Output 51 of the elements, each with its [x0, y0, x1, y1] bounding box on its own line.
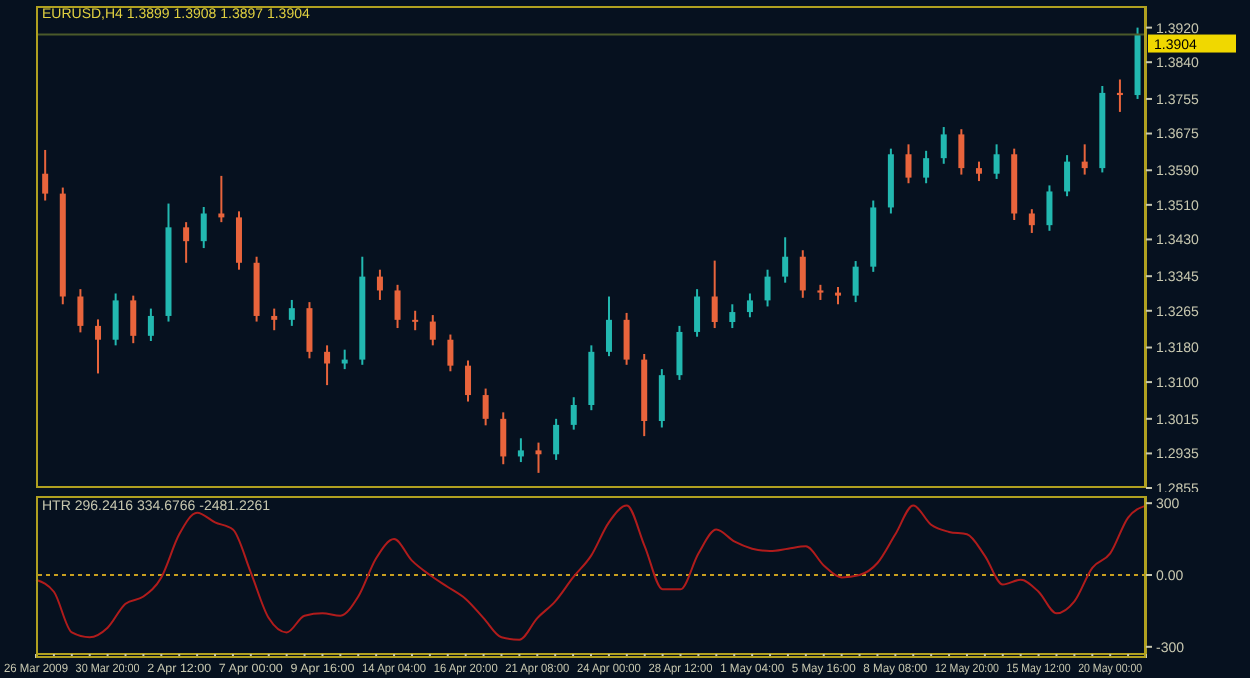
- candlestick: [958, 128, 965, 176]
- candlestick: [147, 307, 154, 343]
- candlestick: [852, 260, 859, 304]
- candlestick: [623, 311, 630, 366]
- candlestick: [77, 288, 84, 334]
- candlestick: [42, 148, 49, 202]
- candlestick: [1081, 143, 1088, 176]
- candlestick: [341, 348, 348, 371]
- candlestick: [218, 174, 225, 224]
- candlestick: [412, 309, 419, 332]
- candlestick: [447, 333, 454, 373]
- candlestick: [940, 126, 947, 165]
- candlestick: [570, 396, 577, 431]
- candlestick: [799, 249, 806, 299]
- candlestick: [235, 210, 242, 271]
- candlestick: [535, 441, 542, 474]
- candlestick: [694, 288, 701, 338]
- candlestick: [95, 318, 102, 375]
- candlestick: [1046, 184, 1053, 232]
- candlestick: [1028, 208, 1035, 234]
- candlestick: [923, 149, 930, 185]
- candlestick: [746, 292, 753, 319]
- candlestick: [729, 303, 736, 330]
- candlestick: [306, 301, 313, 360]
- candlestick: [782, 236, 789, 284]
- candlestick: [271, 307, 278, 332]
- candlestick: [200, 206, 207, 250]
- candlestick: [376, 268, 383, 301]
- candlestick: [676, 324, 683, 381]
- candlestick: [658, 368, 665, 429]
- candlestick: [112, 292, 119, 347]
- candlestick: [993, 143, 1000, 180]
- candlestick: [130, 294, 137, 345]
- candlestick: [711, 259, 718, 330]
- line-series: [35, 504, 1147, 641]
- candlestick: [905, 143, 912, 185]
- candlestick: [1064, 154, 1071, 198]
- candlestick: [605, 295, 612, 358]
- candlestick: [394, 283, 401, 330]
- candlestick: [553, 417, 560, 461]
- candlestick: [517, 437, 524, 464]
- candlestick: [764, 268, 771, 308]
- candlestick: [465, 359, 472, 403]
- candlestick: [1116, 78, 1123, 113]
- candlestick: [429, 314, 436, 347]
- candlestick: [288, 298, 295, 327]
- candlestick: [975, 160, 982, 183]
- candlestick: [482, 387, 489, 427]
- candlestick: [324, 344, 331, 387]
- candlestick: [500, 411, 507, 466]
- candlestick: [183, 221, 190, 264]
